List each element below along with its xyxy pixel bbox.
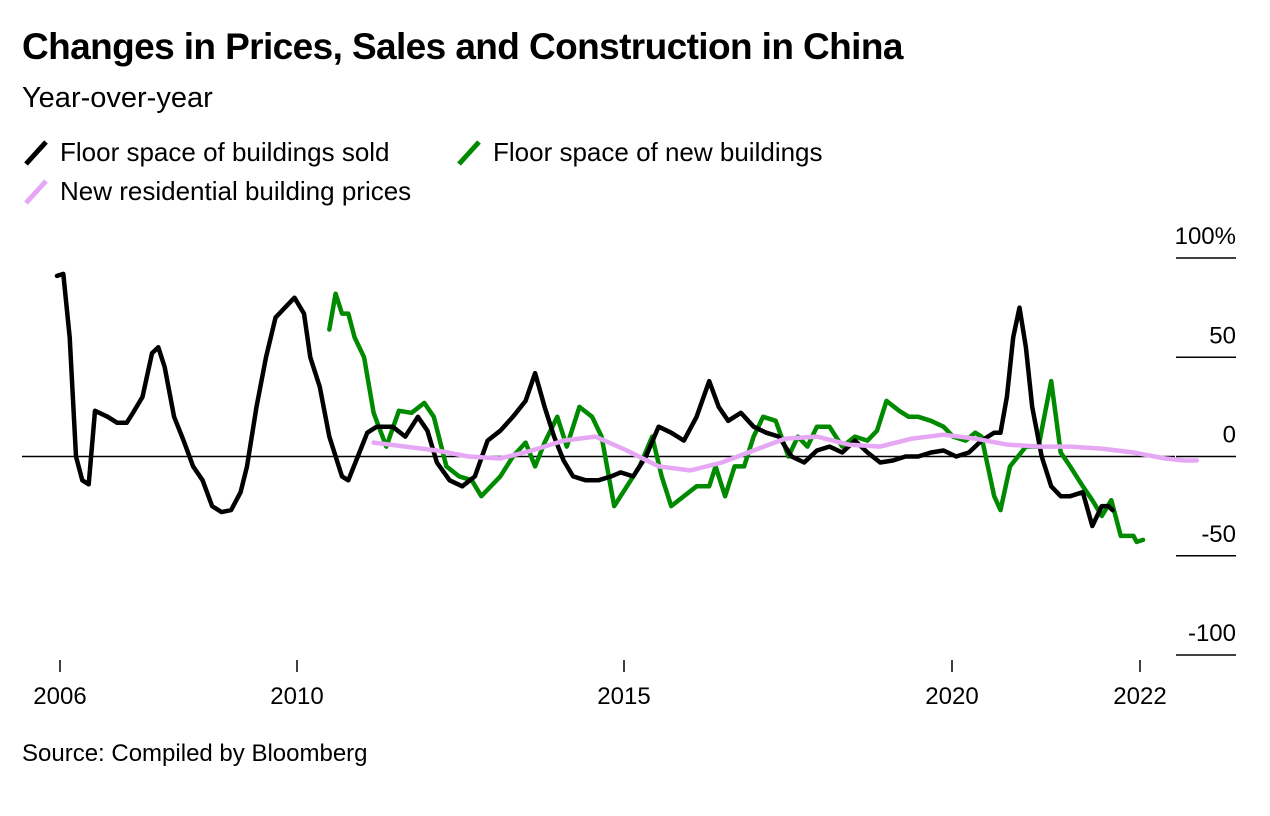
legend-swatch-black <box>24 139 48 166</box>
y-tick-label: -50 <box>1201 521 1236 548</box>
y-tick-label: 100% <box>1175 223 1236 250</box>
legend-label-prices: New residential building prices <box>60 176 412 206</box>
series-group <box>54 271 1200 545</box>
legend-label-buildings-sold: Floor space of buildings sold <box>60 137 390 167</box>
x-tick-label: 2006 <box>33 683 86 710</box>
x-tick-label: 2022 <box>1113 683 1166 710</box>
x-tick-label: 2015 <box>597 683 650 710</box>
legend-swatch-pink <box>24 178 48 205</box>
legend-item-buildings-sold: Floor space of buildings sold <box>22 137 390 168</box>
y-tick-label: 0 <box>1223 422 1236 449</box>
series-line-prices <box>371 432 1200 473</box>
x-tick-label: 2020 <box>925 683 978 710</box>
legend-item-prices: New residential building prices <box>22 176 411 207</box>
series-line-buildings-sold <box>54 271 1115 529</box>
source-note: Source: Compiled by Bloomberg <box>22 740 368 767</box>
y-tick-label: -100 <box>1188 620 1236 647</box>
legend-item-new-buildings: Floor space of new buildings <box>455 137 823 168</box>
legend-swatch-green <box>457 139 481 166</box>
x-tick-label: 2010 <box>270 683 323 710</box>
y-axis: 100% 50 0 -50 -100 <box>1175 223 1236 656</box>
x-axis: 2006 2010 2015 2020 2022 <box>33 660 1167 710</box>
chart-title: Changes in Prices, Sales and Constructio… <box>22 26 903 67</box>
y-tick-label: 50 <box>1209 322 1236 349</box>
legend-label-new-buildings: Floor space of new buildings <box>493 137 823 167</box>
chart-subtitle: Year-over-year <box>22 82 213 114</box>
